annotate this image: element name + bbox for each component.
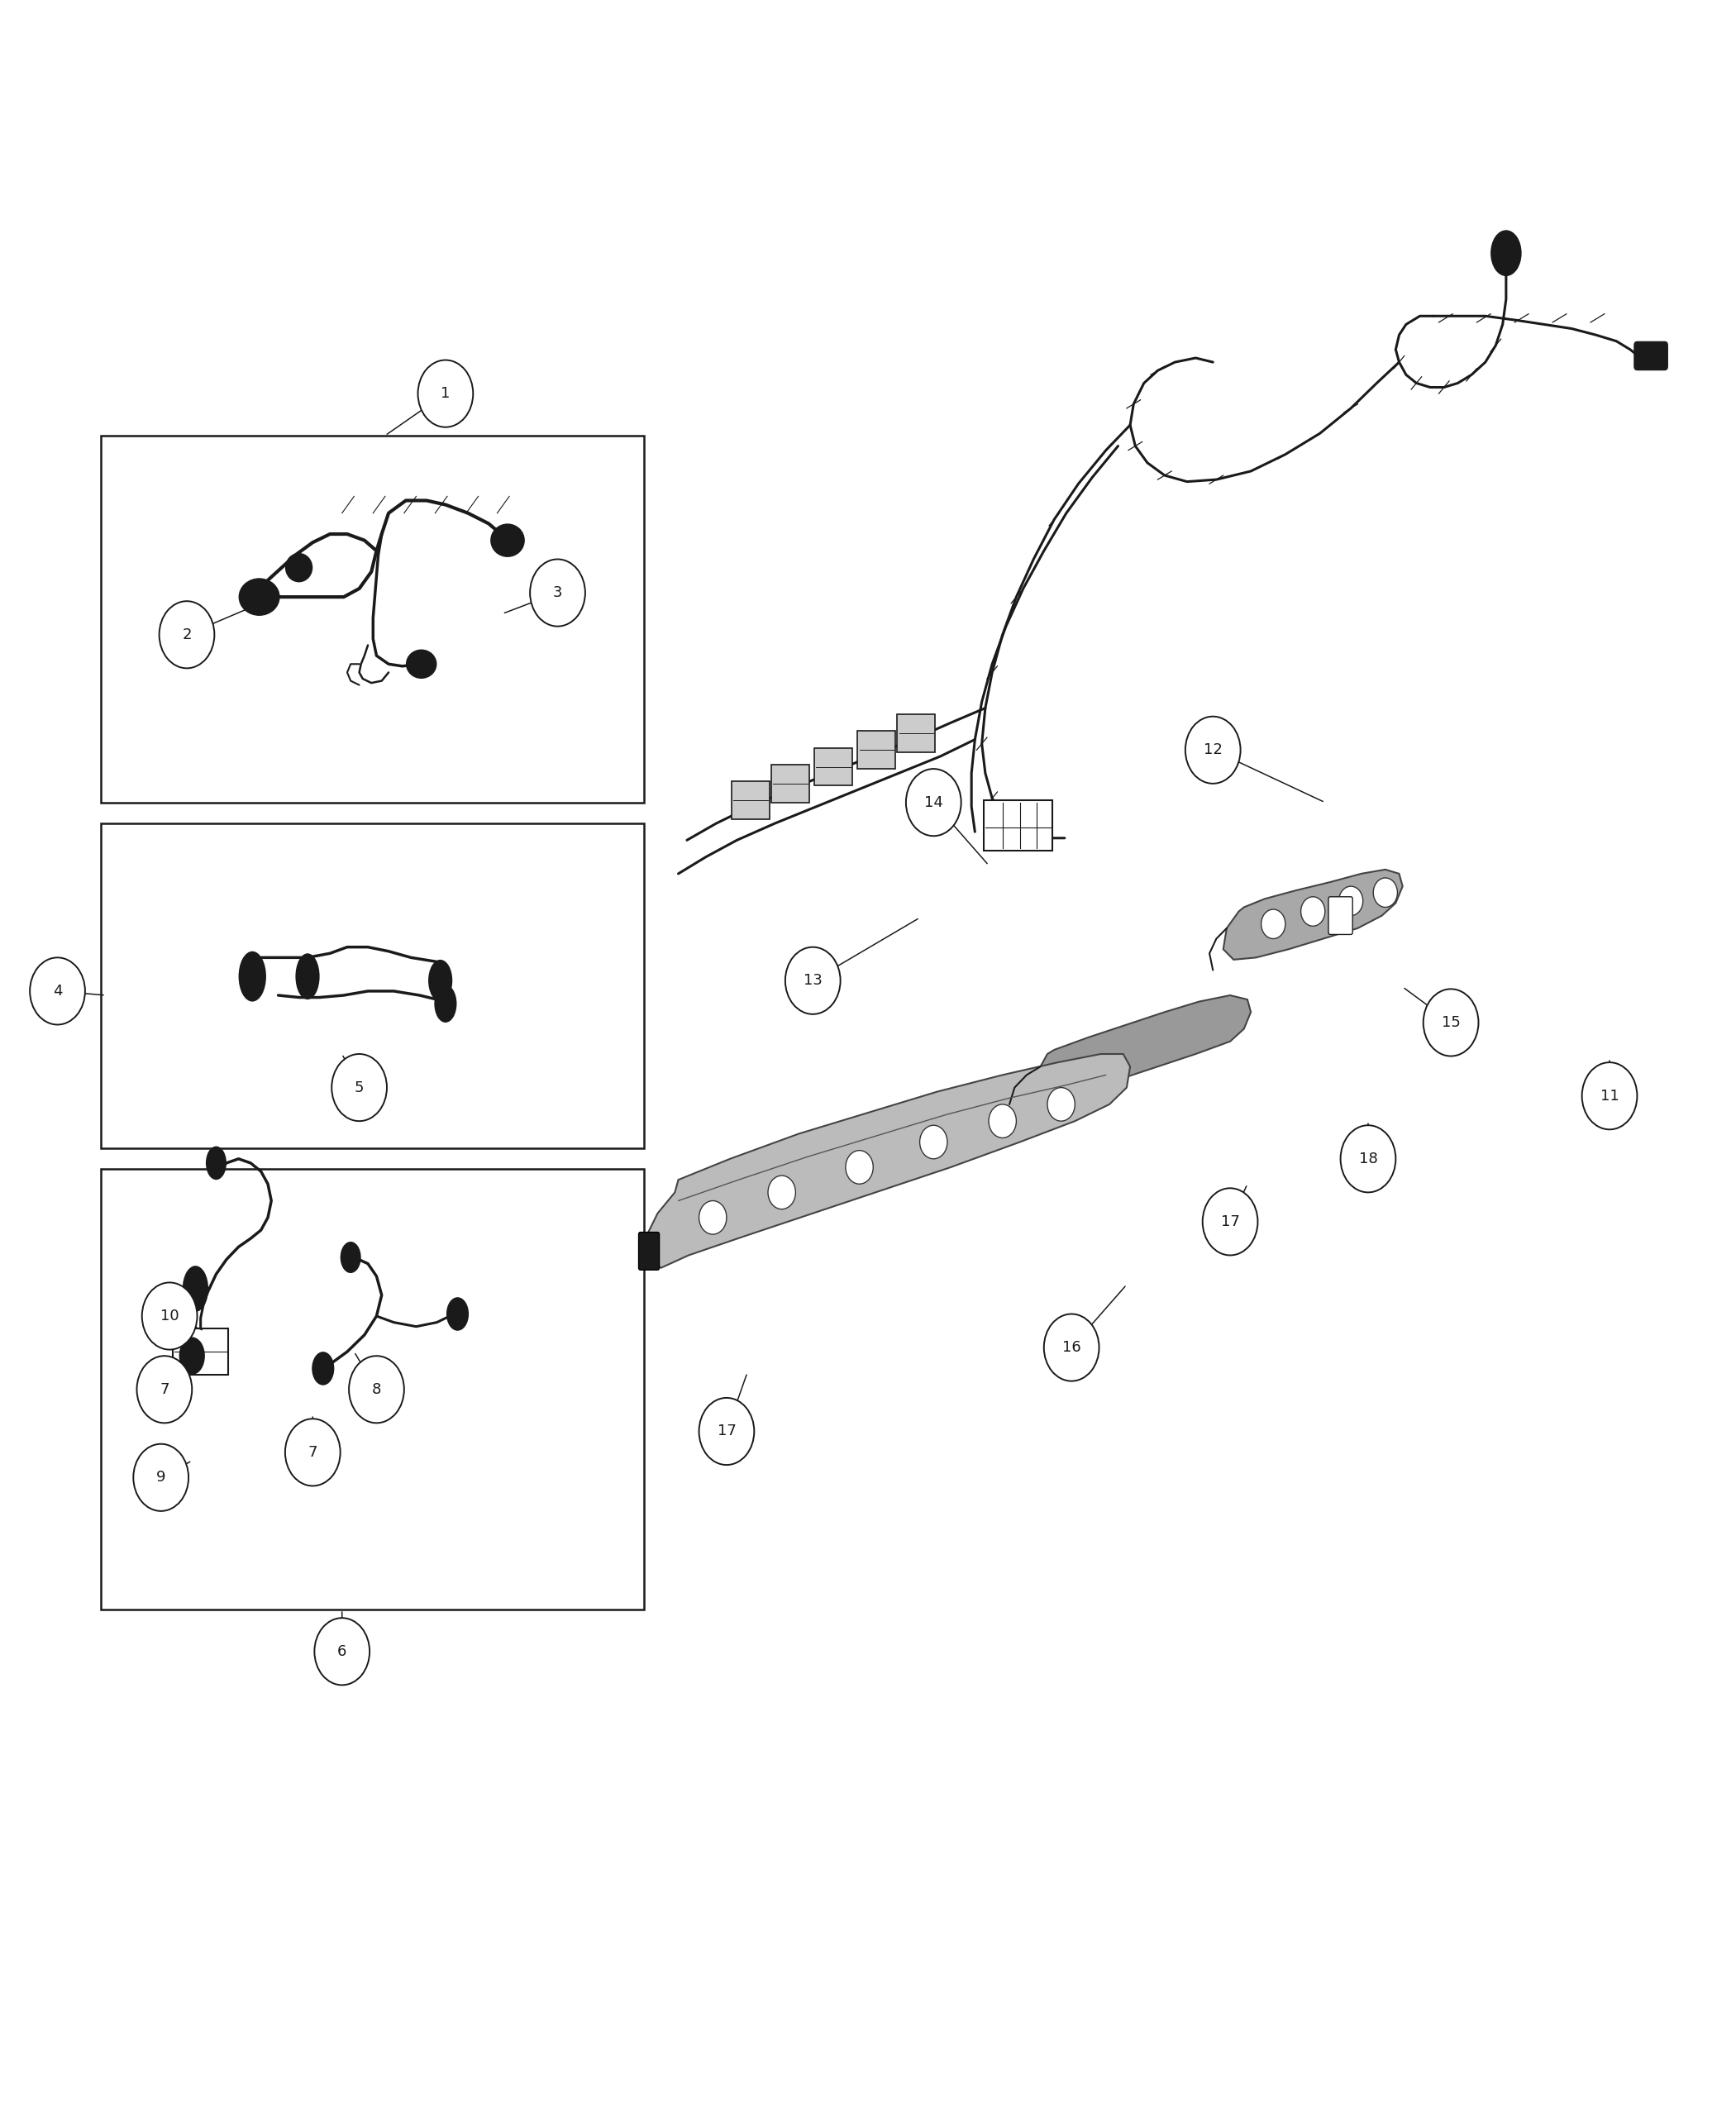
- Circle shape: [990, 1105, 1016, 1138]
- Polygon shape: [1224, 868, 1403, 959]
- Ellipse shape: [238, 951, 266, 1001]
- Text: 13: 13: [804, 974, 823, 989]
- Text: 7: 7: [160, 1383, 168, 1398]
- Circle shape: [1203, 1189, 1259, 1254]
- Ellipse shape: [182, 1265, 208, 1311]
- Text: 6: 6: [337, 1644, 347, 1659]
- Circle shape: [529, 559, 585, 626]
- Text: 3: 3: [552, 586, 562, 601]
- Circle shape: [700, 1202, 727, 1235]
- Circle shape: [137, 1355, 193, 1423]
- Polygon shape: [1040, 995, 1252, 1096]
- FancyBboxPatch shape: [639, 1233, 660, 1269]
- Circle shape: [1300, 896, 1325, 925]
- Circle shape: [1338, 885, 1363, 915]
- Bar: [101, 1170, 644, 1611]
- Circle shape: [700, 1398, 753, 1465]
- Circle shape: [1340, 1126, 1396, 1193]
- Circle shape: [767, 1176, 795, 1210]
- FancyBboxPatch shape: [1634, 341, 1668, 371]
- FancyBboxPatch shape: [858, 731, 896, 769]
- Ellipse shape: [1491, 230, 1521, 276]
- Circle shape: [1424, 989, 1479, 1056]
- Ellipse shape: [446, 1296, 469, 1330]
- Text: 5: 5: [354, 1079, 365, 1094]
- Circle shape: [142, 1282, 198, 1349]
- FancyBboxPatch shape: [814, 748, 852, 786]
- Text: 9: 9: [156, 1469, 165, 1484]
- Ellipse shape: [406, 649, 437, 679]
- Text: 16: 16: [1062, 1341, 1082, 1355]
- Text: 1: 1: [441, 386, 450, 401]
- Circle shape: [785, 946, 840, 1014]
- Text: 10: 10: [160, 1309, 179, 1324]
- Ellipse shape: [340, 1242, 361, 1273]
- Text: 4: 4: [52, 984, 62, 999]
- Circle shape: [160, 601, 215, 668]
- FancyBboxPatch shape: [898, 715, 936, 753]
- Text: 14: 14: [924, 795, 943, 809]
- Text: 15: 15: [1441, 1016, 1460, 1031]
- Circle shape: [285, 1419, 340, 1486]
- Circle shape: [332, 1054, 387, 1121]
- Circle shape: [418, 360, 474, 428]
- Ellipse shape: [312, 1351, 335, 1385]
- Text: 17: 17: [1220, 1214, 1240, 1229]
- Circle shape: [1581, 1062, 1637, 1130]
- Ellipse shape: [434, 984, 457, 1022]
- Circle shape: [1373, 877, 1397, 906]
- Text: 12: 12: [1203, 742, 1222, 757]
- Text: 7: 7: [307, 1444, 318, 1459]
- Ellipse shape: [295, 953, 319, 999]
- Circle shape: [906, 769, 962, 837]
- Text: 18: 18: [1359, 1151, 1377, 1166]
- Circle shape: [1047, 1088, 1075, 1121]
- Bar: [101, 824, 644, 1149]
- Circle shape: [349, 1355, 404, 1423]
- Text: 17: 17: [717, 1423, 736, 1440]
- FancyBboxPatch shape: [174, 1328, 227, 1374]
- Circle shape: [1186, 717, 1241, 784]
- Circle shape: [845, 1151, 873, 1185]
- Ellipse shape: [285, 552, 312, 582]
- Ellipse shape: [490, 523, 524, 557]
- Text: 8: 8: [372, 1383, 382, 1398]
- Circle shape: [920, 1126, 948, 1159]
- Ellipse shape: [179, 1336, 205, 1374]
- FancyBboxPatch shape: [771, 765, 809, 803]
- Bar: [101, 436, 644, 803]
- Polygon shape: [648, 1054, 1130, 1267]
- Circle shape: [134, 1444, 189, 1511]
- Ellipse shape: [238, 578, 279, 616]
- Circle shape: [1260, 909, 1285, 938]
- Circle shape: [30, 957, 85, 1024]
- Text: 11: 11: [1601, 1088, 1620, 1102]
- Ellipse shape: [207, 1147, 226, 1180]
- Circle shape: [314, 1619, 370, 1684]
- Text: 2: 2: [182, 628, 191, 643]
- Circle shape: [1043, 1313, 1099, 1381]
- FancyBboxPatch shape: [984, 801, 1052, 852]
- FancyBboxPatch shape: [1328, 896, 1352, 934]
- Ellipse shape: [429, 959, 453, 1001]
- FancyBboxPatch shape: [733, 782, 769, 820]
